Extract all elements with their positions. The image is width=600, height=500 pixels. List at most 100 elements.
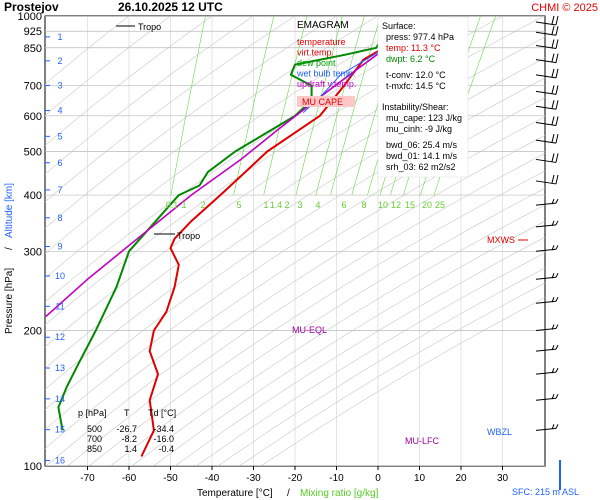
x-tick-label: -50 <box>163 473 178 484</box>
wind-barb-flag <box>551 153 555 162</box>
altitude-tick-label: 14 <box>55 394 65 404</box>
mixing-ratio-tick-label: 8 <box>361 200 366 210</box>
wind-barb <box>535 394 559 401</box>
mixing-ratio-tick-label: 4 <box>315 200 320 210</box>
x-tick-label: 30 <box>497 473 509 484</box>
legend-item: wet bulb temp. <box>296 69 356 79</box>
wind-barb-flag <box>555 324 559 329</box>
wind-barb-flag <box>555 133 559 144</box>
table-header-t: T <box>124 408 130 418</box>
wind-barb-flag <box>551 100 555 109</box>
dry-adiabat <box>196 252 545 466</box>
wind-barb-flag <box>551 116 555 125</box>
wind-barb-flag <box>551 39 555 48</box>
instability-title: Instability/Shear: <box>382 102 449 112</box>
wind-barb-flag <box>551 344 555 351</box>
wind-barb <box>535 424 559 431</box>
wind-barb-flag <box>555 85 559 95</box>
datetime: 26.10.2025 12 UTC <box>118 0 223 14</box>
dry-adiabat <box>217 267 545 466</box>
mixing-ratio-tick-label: 12 <box>391 200 401 210</box>
wind-barb <box>535 367 559 375</box>
wind-barb <box>535 133 559 144</box>
sfc-label: SFC: 215 m ASL <box>512 487 579 497</box>
altitude-tick-label: 11 <box>55 301 64 311</box>
wind-barb-shaft <box>535 21 557 26</box>
wind-barb-flag <box>555 245 559 250</box>
mixing-ratio-tick-label: 3 <box>297 200 302 210</box>
wind-barb-flag <box>555 174 559 185</box>
surface-dwpt: dwpt: 6.2 °C <box>386 54 436 64</box>
pressure-tick-label: 100 <box>24 461 42 473</box>
legend-item: dew point <box>297 58 336 68</box>
altitude-tick-label: 9 <box>57 241 62 251</box>
mixing-ratio-tick-label: 20 <box>422 200 432 210</box>
wind-barb-flag <box>551 15 555 25</box>
wind-barb-shaft <box>535 59 557 64</box>
mu-cinh-value: mu_cinh: -9 J/kg <box>386 124 452 134</box>
wind-barb-flag <box>555 367 559 373</box>
x-tick-label: -20 <box>288 473 303 484</box>
pressure-tick-label: 500 <box>24 146 42 158</box>
mu-lfc-label: MU-LFC <box>405 436 439 446</box>
table-cell: -0.4 <box>158 444 174 454</box>
wind-barb-flag <box>555 296 559 302</box>
wind-barb-flag <box>555 394 559 399</box>
table-cell: 1.4 <box>124 444 137 454</box>
wind-barb-flag <box>555 15 559 26</box>
wind-barb-flag <box>551 133 555 143</box>
y-axis-label-altitude: Altitude [km] <box>4 183 15 238</box>
wind-barbs <box>535 15 561 490</box>
dry-adiabat <box>153 220 545 466</box>
dry-adiabat <box>45 97 545 430</box>
x-tick-label: 0 <box>375 473 381 484</box>
wind-barb-shaft <box>535 158 557 163</box>
mixing-ratio-tick-label: 1.4 <box>270 200 283 210</box>
bwd01-value: bwd_01: 14.1 m/s <box>386 151 458 161</box>
wind-barb-flag <box>551 297 555 303</box>
table-cell: -16.0 <box>153 434 174 444</box>
legend-item: updraft v.temp. <box>297 79 356 89</box>
wind-barb-flag <box>555 116 559 126</box>
altitude-tick-label: 1 <box>57 32 62 42</box>
wind-barb-shaft <box>535 105 557 110</box>
tick-layer: 0.1 1 2 5 1 1.4 2 3 4 6 8 10 12 15 20 25-70 -60 -50 -40 -30… <box>18 11 509 484</box>
pressure-tick-label: 300 <box>24 246 42 258</box>
wind-barb <box>535 273 559 280</box>
wind-barb-shaft <box>535 90 557 95</box>
mixing-ratio-line <box>170 16 206 196</box>
wind-barb-flag <box>555 220 559 226</box>
mixing-ratio-tick-label: 1 <box>263 200 268 210</box>
wind-barb <box>535 26 559 36</box>
table-row: 850 1.4 -0.4 <box>87 444 174 454</box>
dry-adiabat <box>174 236 545 466</box>
mu-cape-value: mu_cape: 123 J/kg <box>386 113 462 123</box>
altitude-tick-label: 5 <box>57 131 62 141</box>
legend-title: EMAGRAM <box>297 20 349 31</box>
wind-barb-flag <box>555 26 559 36</box>
mixing-ratio-line <box>263 16 308 196</box>
wind-barb-shaft <box>535 44 557 49</box>
wind-barb-flag <box>555 53 559 63</box>
mixing-ratio-tick-label: 5 <box>236 200 241 210</box>
wind-barb-flag <box>551 85 555 94</box>
bwd06-value: bwd_06: 25.4 m/s <box>386 140 458 150</box>
wind-barb <box>535 198 559 206</box>
altitude-tick-label: 16 <box>55 456 65 466</box>
surface-tmxfc: t-mxfc: 14.5 °C <box>386 81 446 91</box>
dry-adiabat <box>45 134 545 466</box>
wind-barb <box>535 68 559 79</box>
dry-adiabat <box>45 116 545 449</box>
table-header-p: p [hPa] <box>78 408 107 418</box>
pressure-tick-label: 700 <box>24 81 42 93</box>
altitude-tick-label: 3 <box>57 80 62 90</box>
wind-barb-flag <box>555 424 559 429</box>
table-cell: 700 <box>87 434 102 444</box>
legend-item: temperature <box>297 37 346 47</box>
wind-barb-flag <box>551 394 555 400</box>
mu-cape-badge: MU CAPE <box>302 97 343 107</box>
series-temperature <box>140 19 426 457</box>
mu-cape-badge-bg <box>297 96 355 107</box>
wind-barb-flag <box>551 273 555 279</box>
